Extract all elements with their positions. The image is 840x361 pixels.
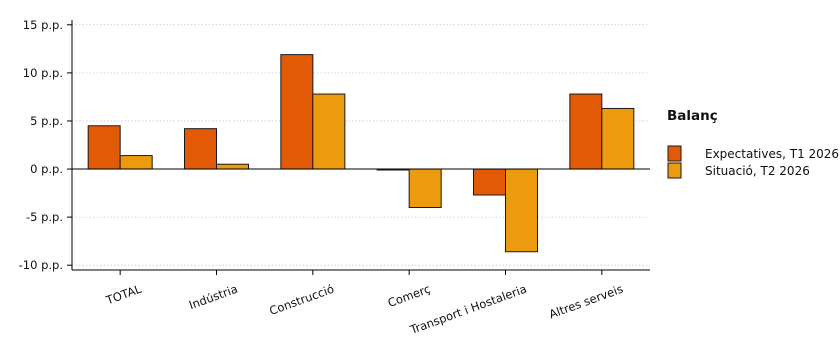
axes: 15 p.p. 10 p.p. 5 p.p. 0 p.p. -5 p.p. -10 p.p… — [19, 18, 650, 337]
bar — [87, 125, 121, 170]
x-tick-label: Altres serveis — [547, 282, 625, 322]
x-tick-label: Comerç — [386, 282, 432, 310]
bar — [312, 93, 346, 170]
bar — [569, 93, 603, 170]
bar — [280, 54, 314, 170]
x-tick-label: TOTAL — [103, 281, 144, 307]
bar — [216, 163, 249, 170]
legend: Balanç Expectatives, T1 2026 Situació, T2… — [667, 108, 839, 179]
bar — [473, 168, 506, 196]
legend-title: Balanç — [667, 108, 718, 124]
legend-label: Situació, T2 2026 — [705, 164, 810, 178]
y-tick-label: 5 p.p. — [30, 114, 63, 128]
bars — [87, 54, 635, 253]
legend-label: Expectatives, T1 2026 — [705, 147, 839, 161]
grid-lines — [72, 24, 650, 266]
bar — [119, 155, 153, 170]
y-tick-label: -5 p.p. — [26, 210, 63, 224]
legend-swatch — [667, 162, 682, 179]
legend-swatch — [667, 145, 682, 162]
bar — [505, 168, 538, 253]
x-tick-label: Construcció — [267, 282, 335, 318]
bar — [601, 107, 635, 170]
y-tick-label: 0 p.p. — [30, 162, 63, 176]
y-tick-label: 15 p.p. — [23, 18, 63, 32]
y-tick-label: -10 p.p. — [19, 258, 63, 272]
y-tick-label: 10 p.p. — [23, 66, 63, 80]
x-tick-label: Indústria — [187, 282, 239, 313]
bar — [184, 128, 217, 170]
bar — [408, 168, 442, 209]
